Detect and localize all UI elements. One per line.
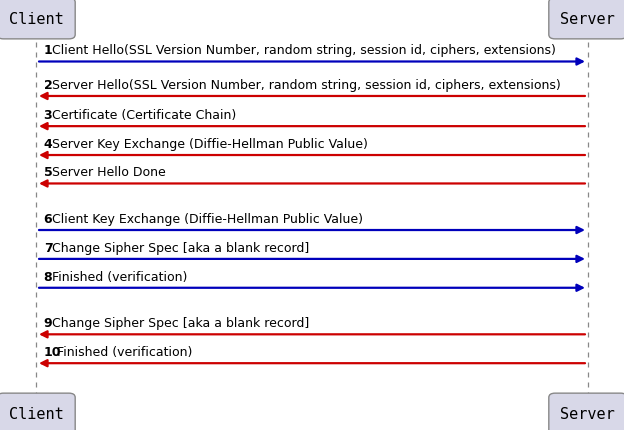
Text: Server: Server xyxy=(560,12,615,27)
Text: 4: 4 xyxy=(44,138,52,150)
FancyBboxPatch shape xyxy=(0,393,76,430)
Text: Client: Client xyxy=(9,12,64,27)
Text: Server Hello Done: Server Hello Done xyxy=(52,166,166,179)
Text: Certificate (Certificate Chain): Certificate (Certificate Chain) xyxy=(52,109,236,122)
Text: Finished (verification): Finished (verification) xyxy=(57,345,193,358)
Text: Server Hello(SSL Version Number, random string, session id, ciphers, extensions): Server Hello(SSL Version Number, random … xyxy=(52,79,561,92)
FancyBboxPatch shape xyxy=(0,0,76,40)
Text: Change Sipher Spec [aka a blank record]: Change Sipher Spec [aka a blank record] xyxy=(52,241,310,254)
Text: Finished (verification): Finished (verification) xyxy=(52,270,187,283)
Text: 9: 9 xyxy=(44,316,52,329)
Text: Server: Server xyxy=(560,406,615,421)
Text: Server Key Exchange (Diffie-Hellman Public Value): Server Key Exchange (Diffie-Hellman Publ… xyxy=(52,138,368,150)
Text: Client: Client xyxy=(9,406,64,421)
Text: 8: 8 xyxy=(44,270,52,283)
Text: Client Key Exchange (Diffie-Hellman Public Value): Client Key Exchange (Diffie-Hellman Publ… xyxy=(52,212,363,225)
Text: Change Sipher Spec [aka a blank record]: Change Sipher Spec [aka a blank record] xyxy=(52,316,310,329)
Text: 10: 10 xyxy=(44,345,61,358)
Text: 6: 6 xyxy=(44,212,52,225)
Text: 5: 5 xyxy=(44,166,52,179)
Text: 7: 7 xyxy=(44,241,52,254)
Text: Client Hello(SSL Version Number, random string, session id, ciphers, extensions): Client Hello(SSL Version Number, random … xyxy=(52,44,556,57)
Text: 3: 3 xyxy=(44,109,52,122)
Text: 2: 2 xyxy=(44,79,52,92)
FancyBboxPatch shape xyxy=(549,0,624,40)
FancyBboxPatch shape xyxy=(549,393,624,430)
Text: 1: 1 xyxy=(44,44,52,57)
